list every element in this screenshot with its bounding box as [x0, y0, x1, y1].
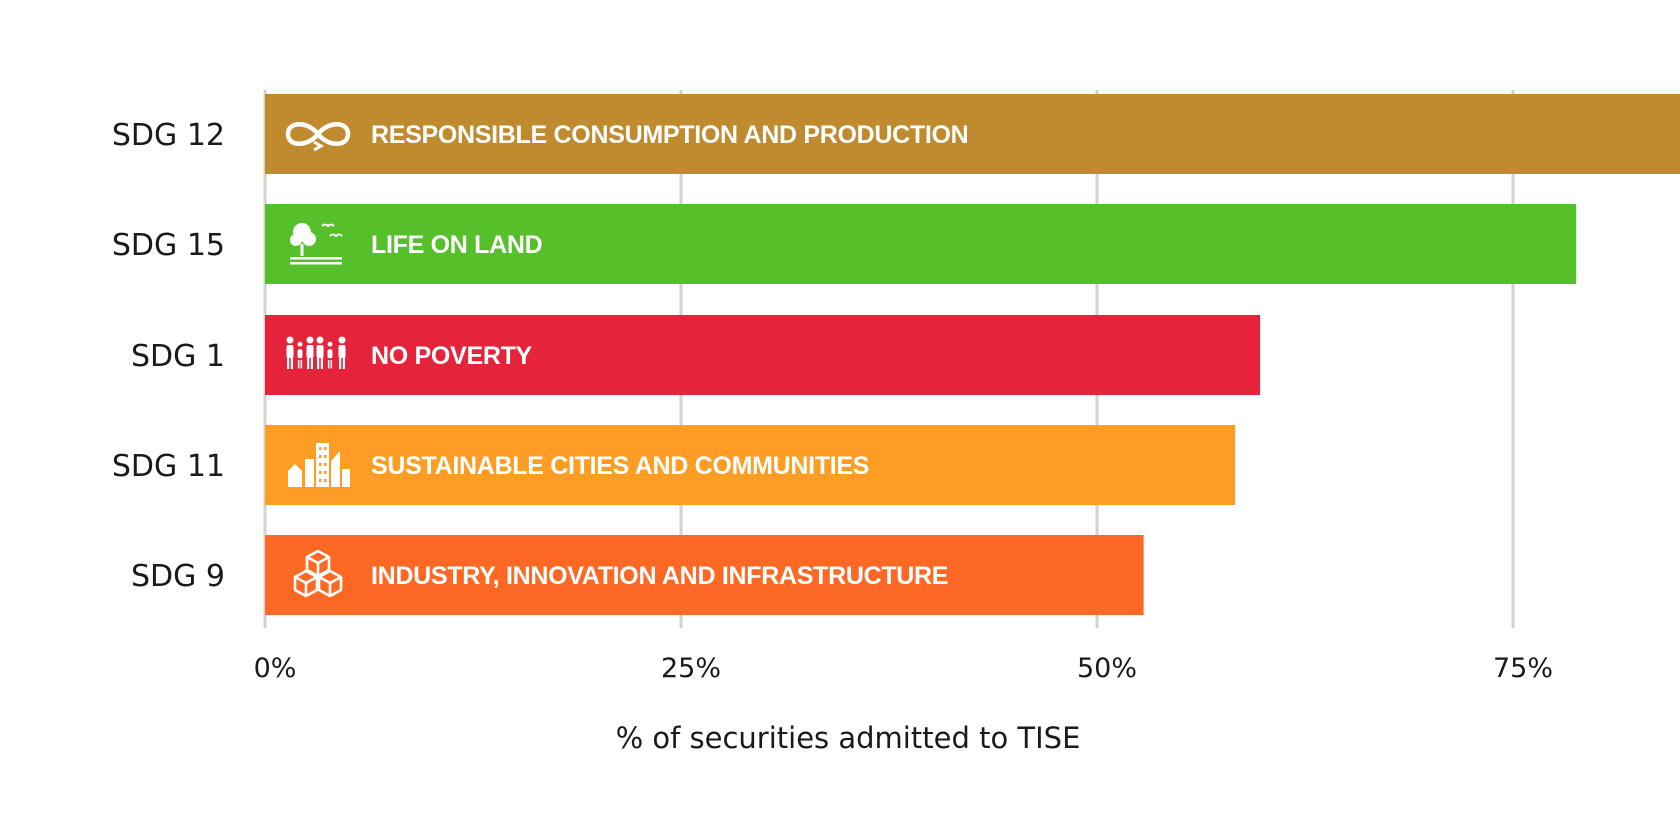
cubes-icon: [293, 549, 343, 598]
family-icon: [286, 336, 346, 369]
bar-label: NO POVERTY: [371, 342, 533, 370]
category-label: SDG 9: [131, 559, 225, 594]
bar-sdg-11: [265, 425, 1236, 505]
x-tick-label: 75%: [1493, 653, 1553, 684]
x-tick-label: 50%: [1077, 653, 1137, 684]
bars: RESPONSIBLE CONSUMPTION AND PRODUCTION LI…: [265, 94, 1680, 615]
bar-sdg-9: [265, 535, 1144, 615]
infinity-loop-icon: [285, 122, 351, 152]
category-label: SDG 1: [131, 339, 225, 374]
category-label: SDG 11: [112, 449, 225, 484]
bar-label: RESPONSIBLE CONSUMPTION AND PRODUCTION: [371, 121, 968, 149]
bar-label: SUSTAINABLE CITIES AND COMMUNITIES: [371, 452, 869, 480]
bar-label: INDUSTRY, INNOVATION AND INFRASTRUCTURE: [371, 562, 948, 590]
x-tick-label: 25%: [661, 653, 721, 684]
bar-sdg-15: [265, 204, 1577, 284]
category-label: SDG 15: [112, 228, 225, 263]
tree-birds-icon: [290, 223, 343, 265]
category-labels: SDG 12 SDG 15 SDG 1 SDG 11 SDG 9: [112, 118, 225, 594]
x-tick-labels: 0% 25% 50% 75%: [254, 653, 1553, 684]
bar-sdg-1: [265, 315, 1261, 395]
category-label: SDG 12: [112, 118, 225, 153]
x-tick-label: 0%: [254, 653, 297, 684]
city-buildings-icon: [288, 443, 350, 487]
x-axis-title: % of securities admitted to TISE: [616, 721, 1081, 755]
bar-sdg-12: [265, 94, 1680, 174]
bar-label: LIFE ON LAND: [371, 231, 542, 259]
